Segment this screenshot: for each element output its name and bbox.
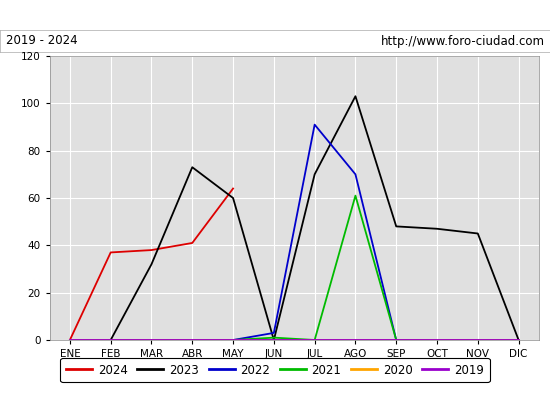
Legend: 2024, 2023, 2022, 2021, 2020, 2019: 2024, 2023, 2022, 2021, 2020, 2019 — [60, 358, 490, 382]
Text: Evolucion Nº Turistas Extranjeros en el municipio de Navafría: Evolucion Nº Turistas Extranjeros en el … — [51, 7, 499, 23]
Text: http://www.foro-ciudad.com: http://www.foro-ciudad.com — [381, 34, 544, 48]
Text: 2019 - 2024: 2019 - 2024 — [6, 34, 77, 48]
